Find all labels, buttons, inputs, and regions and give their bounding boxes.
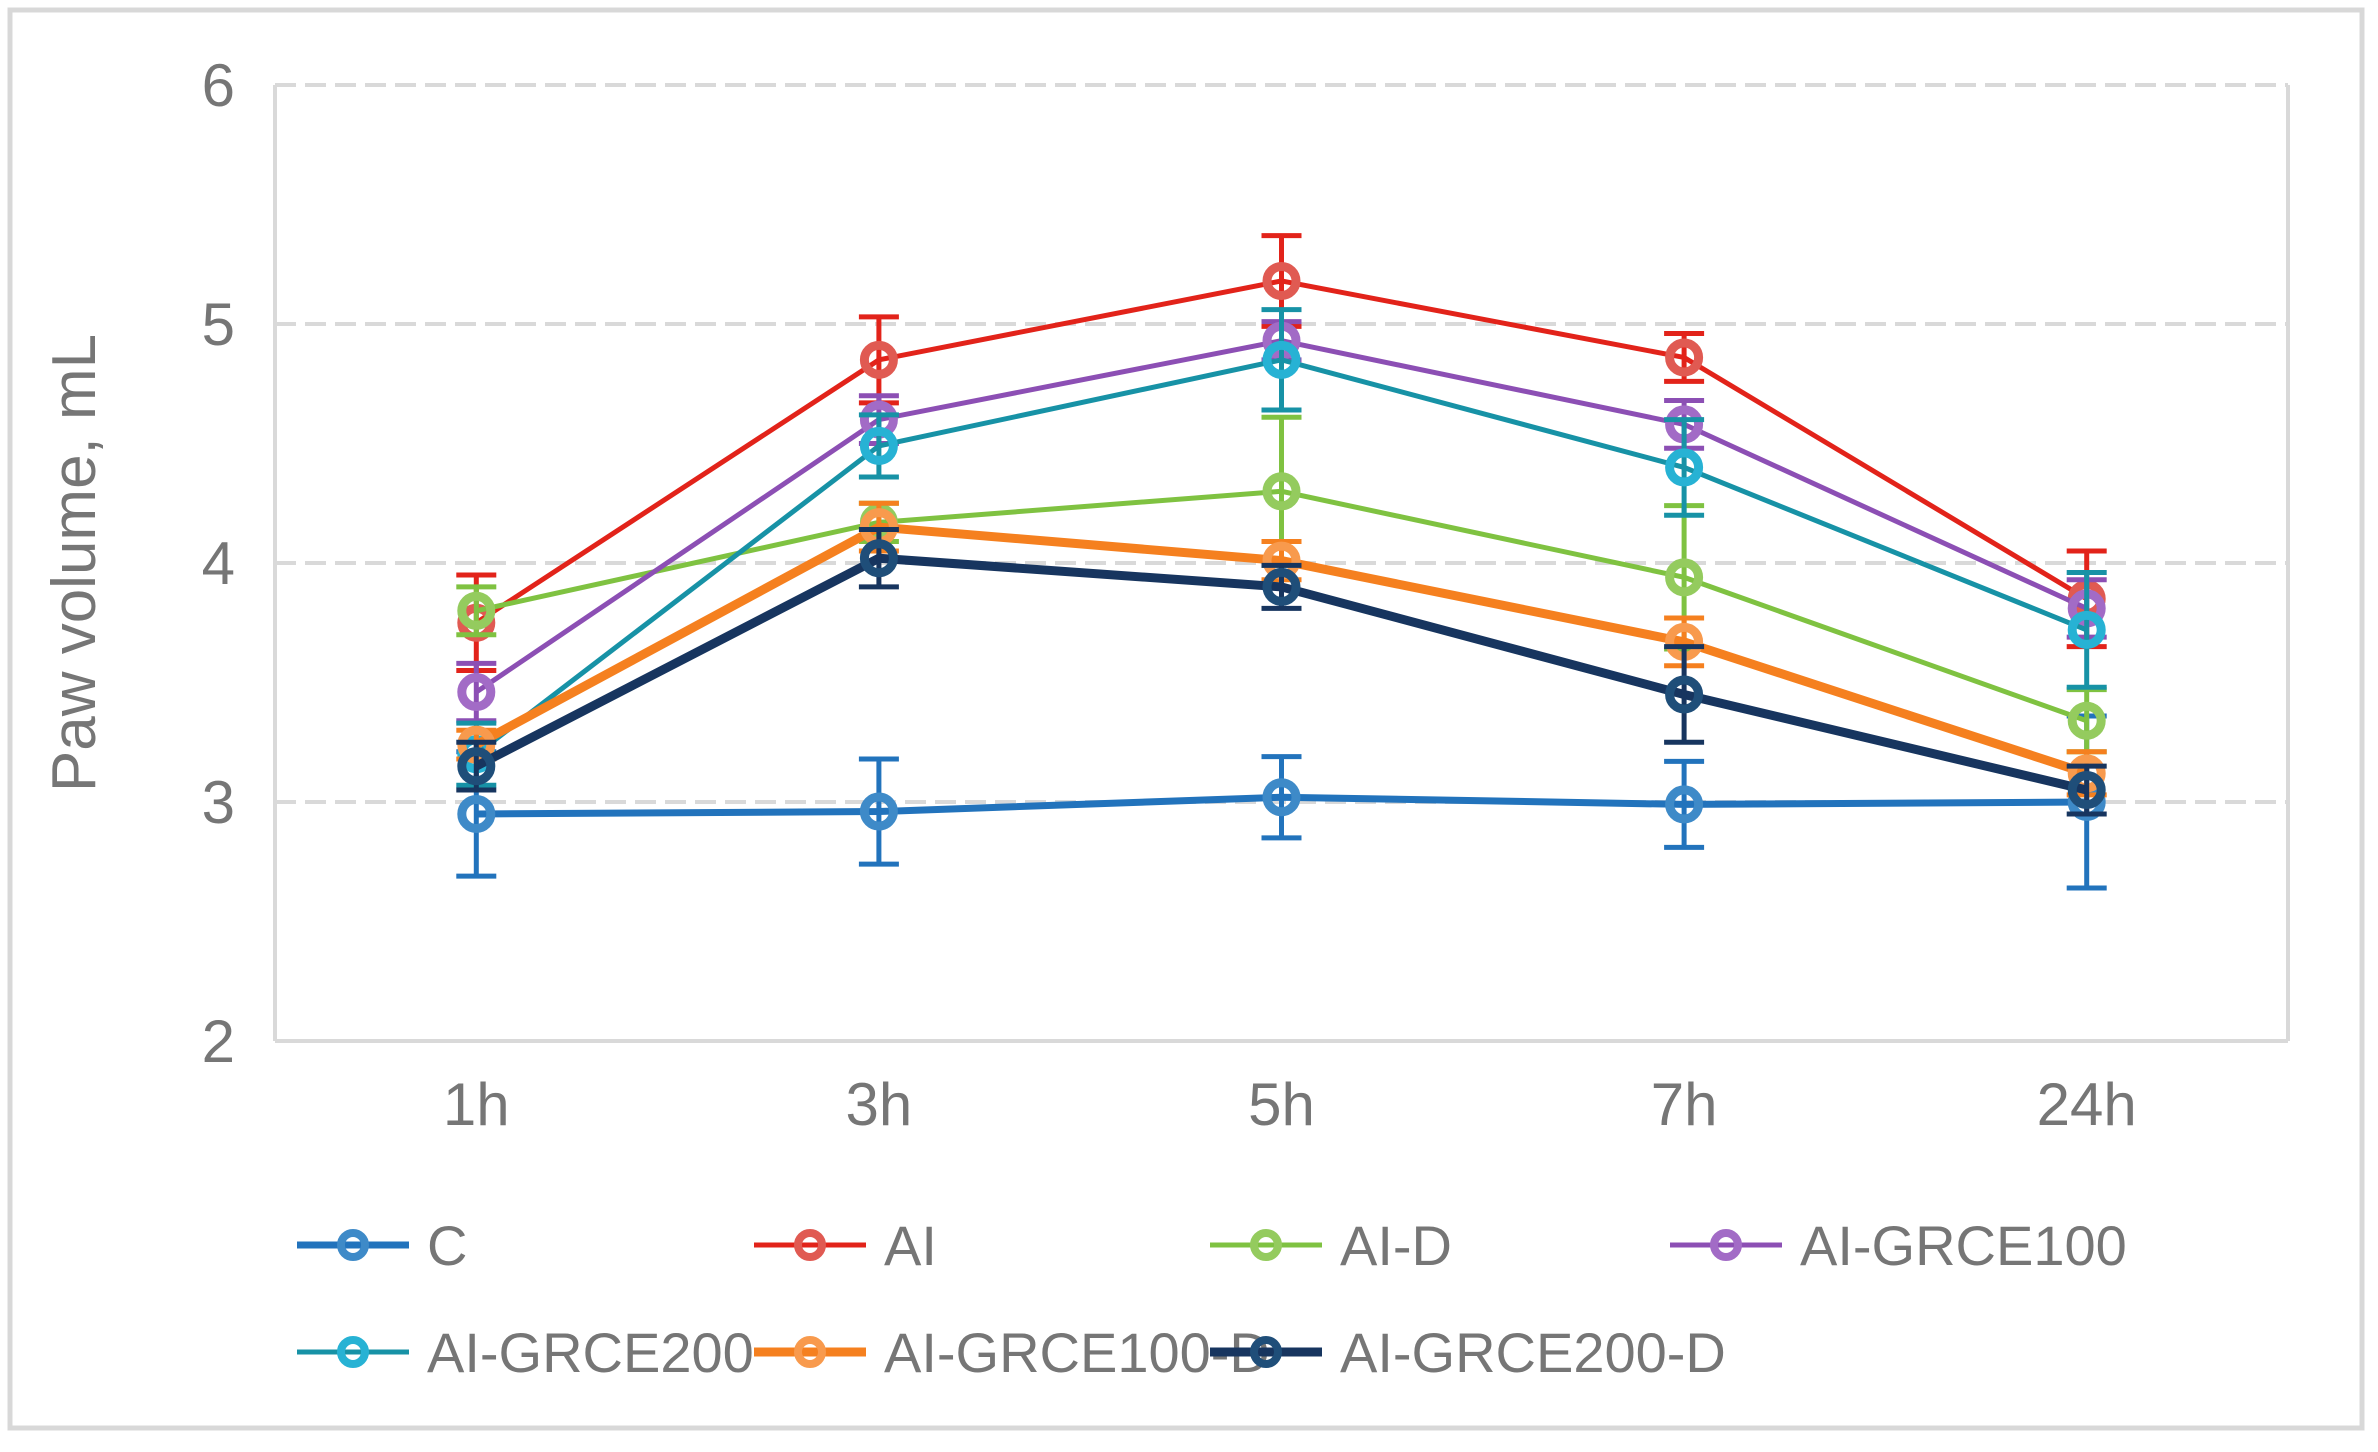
y-tick-label-4: 4 [202,530,235,597]
legend-marker-C [337,1229,369,1261]
legend-label-AI: AI [884,1214,937,1277]
data-point-AI-GRCE100-1h [457,673,496,712]
y-tick-label-2: 2 [202,1008,235,1075]
data-point-AI-GRCE200-D-7h [1665,675,1704,714]
data-point-AI-5h [1262,261,1301,300]
error-bar-C-7h [1664,758,1705,850]
data-point-AI-D-1h [457,591,496,630]
legend-item-AI: AI [754,1214,937,1277]
data-point-AI-7h [1665,338,1704,377]
data-point-AI-GRCE200-D-3h [859,539,898,578]
x-tick-label-7h: 7h [1651,1071,1718,1138]
x-tick-label-3h: 3h [846,1071,913,1138]
y-tick-label-6: 6 [202,52,235,119]
error-bar-AI-GRCE200-3h [858,412,899,480]
series-AI-GRCE200-D [456,527,2107,817]
data-point-AI-D-5h [1262,472,1301,511]
legend-label-AI-GRCE100-D: AI-GRCE100-D [884,1321,1270,1384]
error-bar-AI-GRCE200-7h [1664,417,1705,518]
data-point-AI-GRCE200-24h [2067,610,2106,649]
data-point-AI-GRCE200-D-1h [457,747,496,786]
y-tick-label-3: 3 [202,769,235,836]
data-point-AI-GRCE200-D-24h [2067,771,2106,810]
series-AI-GRCE200 [456,307,2107,788]
data-point-C-3h [859,792,898,831]
data-point-C-1h [457,794,496,833]
legend-item-AI-GRCE200: AI-GRCE200 [297,1321,754,1384]
data-point-AI-D-7h [1665,558,1704,597]
legend-marker-AI-GRCE100-D [794,1336,826,1368]
error-bar-AI-GRCE200-D-3h [858,527,899,590]
legend-item-AI-GRCE200-D: AI-GRCE200-D [1210,1321,1726,1384]
error-bar-AI-GRCE200-D-7h [1664,644,1705,745]
y-tick-label-5: 5 [202,291,235,358]
x-tick-label-1h: 1h [443,1071,510,1138]
data-point-C-7h [1665,785,1704,824]
y-axis-title: Paw volume, mL [40,334,109,792]
legend-label-AI-GRCE200-D: AI-GRCE200-D [1340,1321,1726,1384]
legend-item-AI-GRCE100-D: AI-GRCE100-D [754,1321,1270,1384]
data-point-AI-3h [859,340,898,379]
x-tick-label-5h: 5h [1248,1071,1315,1138]
data-point-AI-D-24h [2067,701,2106,740]
error-bar-C-3h [858,756,899,867]
x-tick-label-24h: 24h [2037,1071,2137,1138]
data-point-AI-GRCE200-3h [859,426,898,465]
legend-item-AI-GRCE100: AI-GRCE100 [1670,1214,2127,1277]
data-point-AI-GRCE200-7h [1665,448,1704,487]
chart-frame [7,7,2365,1431]
data-point-AI-GRCE200-5h [1262,340,1301,379]
error-bar-AI-GRCE200-5h [1261,307,1302,413]
data-point-C-5h [1262,778,1301,817]
legend-item-AI-D: AI-D [1210,1214,1452,1277]
legend-label-AI-GRCE200: AI-GRCE200 [427,1321,754,1384]
legend-label-AI-D: AI-D [1340,1214,1452,1277]
legend-marker-AI-D [1250,1229,1282,1261]
legend-marker-AI-GRCE200 [337,1336,369,1368]
error-bar-AI-GRCE200-24h [2066,570,2107,690]
legend-marker-AI-GRCE100 [1710,1229,1742,1261]
legend-label-AI-GRCE100: AI-GRCE100 [1800,1214,2127,1277]
legend-label-C: C [427,1214,467,1277]
legend-marker-AI-GRCE200-D [1250,1336,1282,1368]
error-bar-C-5h [1261,754,1302,841]
legend-marker-AI [794,1229,826,1261]
data-point-AI-GRCE200-D-5h [1262,567,1301,606]
legend-item-C: C [297,1214,467,1277]
